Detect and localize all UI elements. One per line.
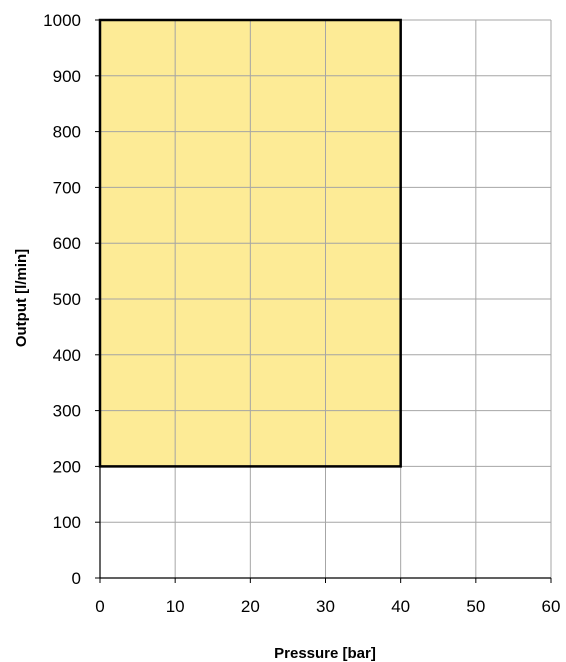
x-tick-label: 10 <box>166 597 185 616</box>
y-axis-title: Output [l/min] <box>13 249 30 347</box>
y-tick-label: 600 <box>53 234 81 253</box>
y-tick-label: 300 <box>53 402 81 421</box>
x-tick-label: 30 <box>316 597 335 616</box>
x-tick-label: 20 <box>241 597 260 616</box>
y-tick-label: 700 <box>53 178 81 197</box>
y-tick-label: 400 <box>53 346 81 365</box>
y-tick-label: 0 <box>72 569 81 588</box>
y-tick-label: 1000 <box>43 11 81 30</box>
x-axis-title: Pressure [bar] <box>274 645 376 662</box>
x-tick-labels: 0 10 20 30 40 50 60 <box>95 597 560 616</box>
axes <box>95 19 552 583</box>
y-tick-label: 200 <box>53 457 81 476</box>
x-tick-label: 50 <box>466 597 485 616</box>
data-regions <box>98 18 402 468</box>
x-tick-label: 40 <box>391 597 410 616</box>
y-tick-labels: 0 100 200 300 400 500 600 700 800 900 1000 <box>43 11 81 588</box>
x-tick-label: 60 <box>542 597 561 616</box>
x-tick-label: 0 <box>95 597 104 616</box>
y-tick-label: 900 <box>53 67 81 86</box>
y-tick-label: 100 <box>53 513 81 532</box>
y-tick-label: 500 <box>53 290 81 309</box>
y-tick-label: 800 <box>53 123 81 142</box>
